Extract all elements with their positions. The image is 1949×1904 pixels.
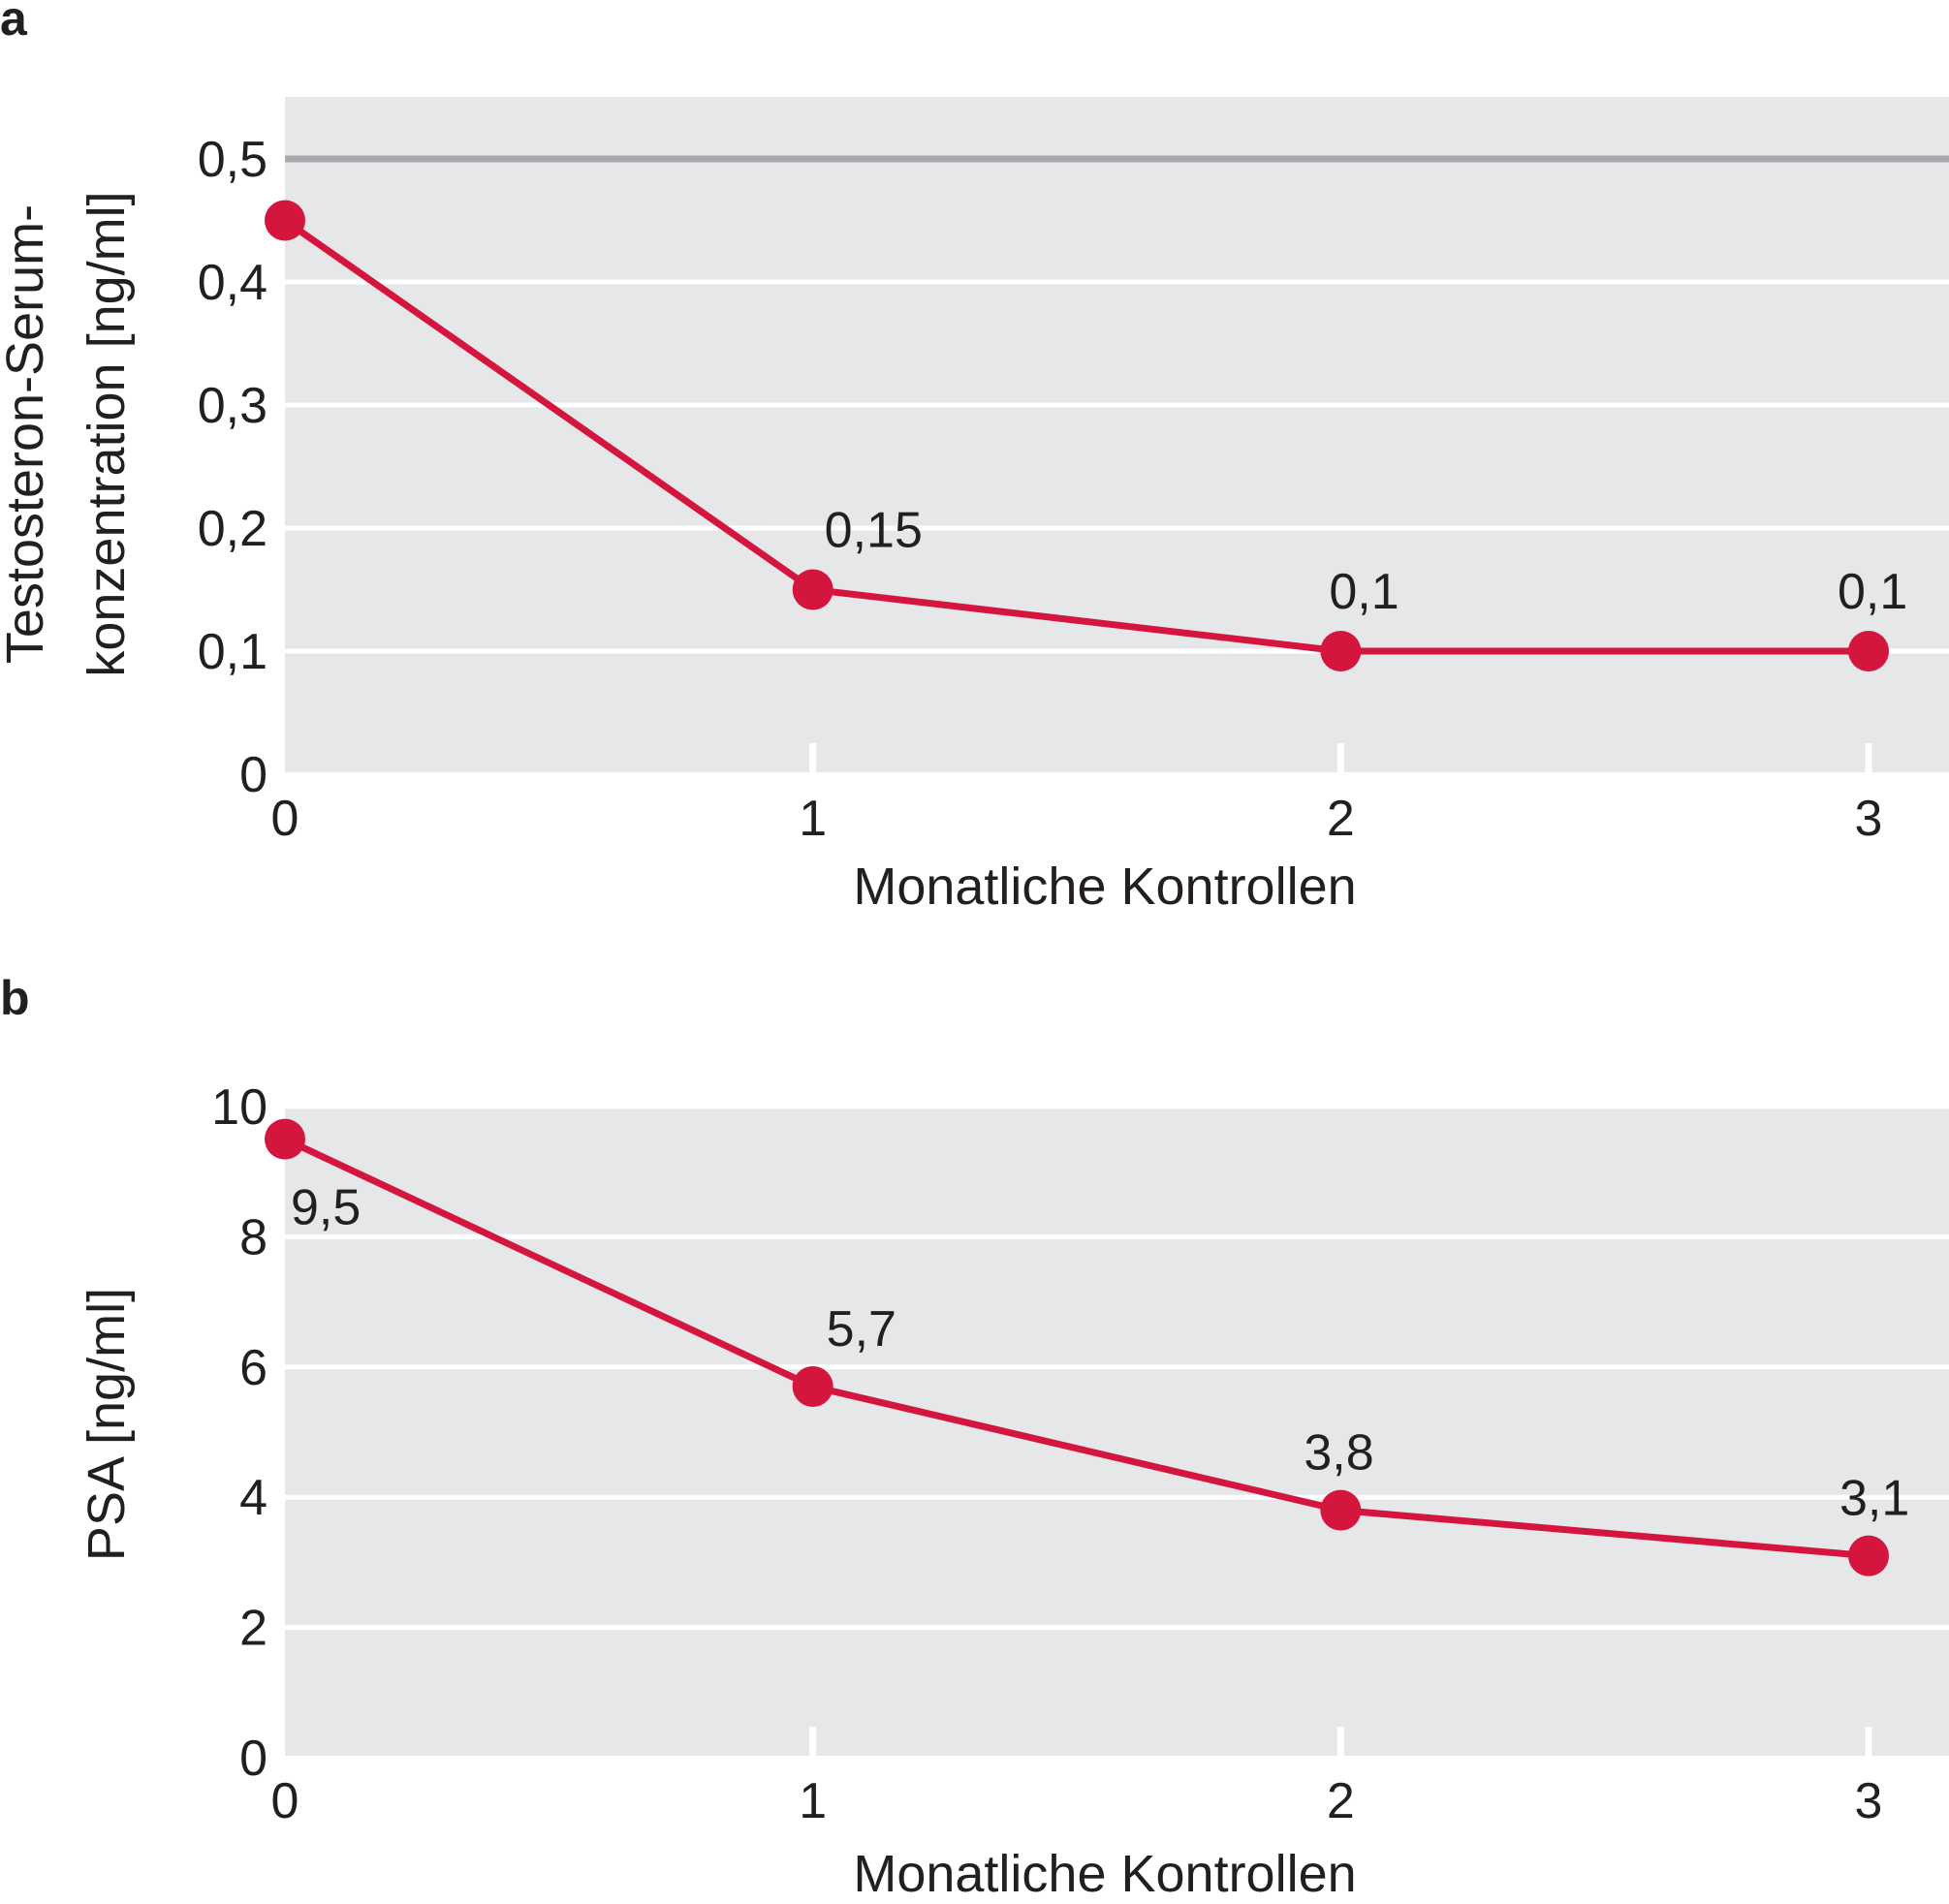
data-label: 0,1 <box>1329 564 1399 620</box>
panel-b-series-line <box>283 1136 1870 1560</box>
panel-a-data-labels: 0,15 0,1 0,1 <box>825 503 1908 621</box>
panel-a-y-tick-labels: 0 0,1 0,2 0,3 0,4 0,5 <box>198 132 267 803</box>
panel-b: b 0 2 4 6 8 10 0 1 2 3 9,5 5,7 3,8 3,1 Monatliche K… <box>0 971 1949 1903</box>
data-point <box>792 569 833 610</box>
data-point <box>1320 631 1362 671</box>
y-tick-label: 0,5 <box>198 132 267 188</box>
panel-b-plot-background <box>285 1107 1949 1756</box>
panel-b-letter: b <box>0 971 30 1025</box>
panel-a-letter: a <box>0 0 28 46</box>
panel-a-data-points <box>265 200 1889 671</box>
panel-b-data-labels: 9,5 5,7 3,8 3,1 <box>291 1180 1909 1527</box>
panel-b-x-axis-title: Monatliche Kontrollen <box>853 1845 1356 1903</box>
panel-a-y-axis-title-line-1: Testosteron-Serum- <box>0 204 54 664</box>
x-tick-label: 0 <box>271 1773 299 1829</box>
y-tick-label: 0 <box>239 1731 267 1787</box>
data-label: 3,8 <box>1304 1425 1373 1482</box>
panel-a-x-tick-marks <box>809 743 1872 772</box>
panel-b-x-tick-marks <box>809 1727 1872 1756</box>
data-label: 5,7 <box>827 1301 896 1358</box>
x-tick-label: 3 <box>1855 791 1883 847</box>
x-tick-label: 0 <box>271 791 299 847</box>
y-tick-label: 10 <box>211 1079 267 1136</box>
panel-b-y-tick-labels: 0 2 4 6 8 10 <box>211 1079 267 1787</box>
data-label: 0,15 <box>825 503 923 559</box>
y-tick-label: 0,2 <box>198 501 267 557</box>
panel-a-series-line <box>282 217 1869 655</box>
y-tick-label: 0,1 <box>198 624 267 680</box>
y-tick-label: 6 <box>239 1340 267 1396</box>
y-tick-label: 0,4 <box>198 255 267 311</box>
data-point <box>1848 1535 1889 1576</box>
data-point <box>265 200 305 241</box>
x-tick-label: 3 <box>1855 1773 1883 1829</box>
data-label: 9,5 <box>291 1180 361 1236</box>
panel-a-x-tick-labels: 0 1 2 3 <box>271 791 1883 847</box>
panel-b-data-points <box>265 1118 1889 1576</box>
y-tick-label: 8 <box>239 1209 267 1265</box>
data-point <box>1848 631 1889 671</box>
data-label: 0,1 <box>1838 564 1907 620</box>
panel-b-gridlines <box>285 1104 1949 1631</box>
panel-a-x-axis-title: Monatliche Kontrollen <box>853 858 1356 916</box>
panel-b-y-axis-title: PSA [ng/ml] <box>78 1288 136 1561</box>
x-tick-label: 1 <box>799 1773 827 1829</box>
panel-a-y-axis-title-line-2: konzentration [ng/ml] <box>78 191 136 676</box>
panel-b-x-tick-labels: 0 1 2 3 <box>271 1773 1883 1829</box>
y-tick-label: 0,3 <box>198 378 267 434</box>
x-tick-label: 2 <box>1327 791 1355 847</box>
y-tick-label: 4 <box>239 1470 267 1526</box>
y-tick-label: 2 <box>239 1601 267 1657</box>
panel-a: a 0 0,1 0,2 0,3 0,4 0,5 0 1 2 3 0,15 0,1 0,1 Monat… <box>0 0 1949 916</box>
data-point <box>792 1365 833 1407</box>
data-label: 3,1 <box>1839 1471 1909 1527</box>
data-point <box>265 1118 305 1160</box>
data-point <box>1320 1489 1362 1531</box>
y-tick-label: 0 <box>239 747 267 803</box>
panel-a-plot-background <box>285 97 1949 772</box>
x-tick-label: 1 <box>799 791 827 847</box>
x-tick-label: 2 <box>1327 1773 1355 1829</box>
